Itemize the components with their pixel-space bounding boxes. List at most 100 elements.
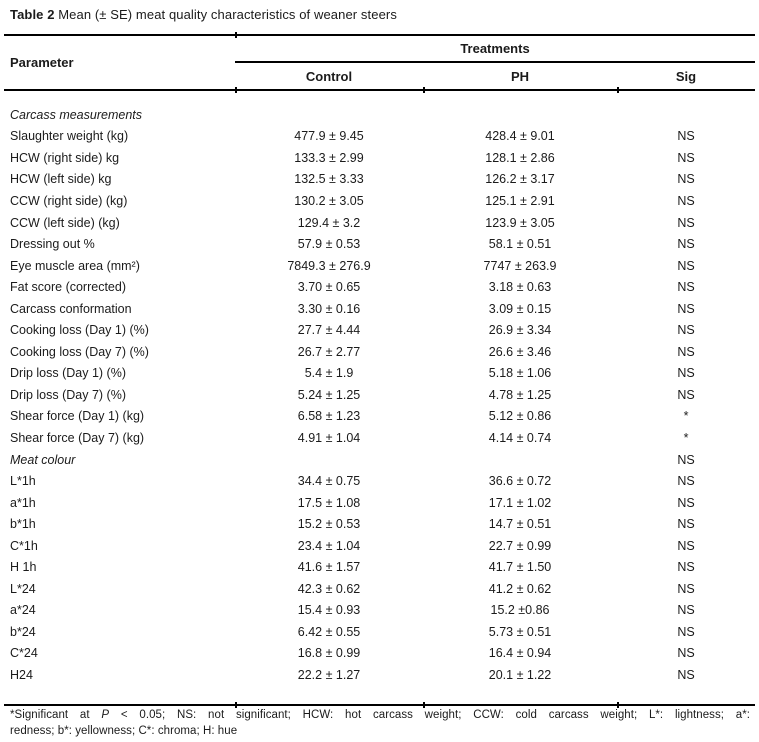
sig-cell: NS (677, 237, 695, 252)
table-caption-text: Mean (± SE) meat quality characteristics… (54, 7, 397, 22)
control-value-cell: 15.4 ± 0.93 (297, 603, 361, 618)
table-row: Carcass measurements (0, 104, 759, 126)
control-value-cell: 130.2 ± 3.05 (294, 193, 364, 208)
ph-value-cell: 15.2 ±0.86 (490, 603, 550, 618)
table-row: Drip loss (Day 1) (%) 5.4 ± 1.9 5.18 ± 1.0… (0, 363, 759, 385)
control-value-cell: 27.7 ± 4.44 (297, 323, 361, 338)
sig-cell: NS (677, 667, 695, 682)
ph-value-cell: 3.18 ± 0.63 (488, 280, 552, 295)
footnote-line-2: redness; b*: yellowness; C*: chroma; H: … (10, 725, 238, 737)
ph-value-cell: 58.1 ± 0.51 (488, 237, 552, 252)
ph-value-cell: 14.7 ± 0.51 (488, 517, 552, 532)
control-value-cell: 4.91 ± 1.04 (297, 430, 361, 445)
sig-cell: NS (677, 474, 695, 489)
control-value-cell: 5.24 ± 1.25 (297, 387, 361, 402)
sig-cell: NS (677, 258, 695, 273)
ph-value-cell: 41.7 ± 1.50 (488, 560, 552, 575)
column-header-sig: Sig (675, 69, 697, 84)
sig-cell: NS (677, 301, 695, 316)
footnote-line-1: *Significant at P < 0.05; NS: not signif… (10, 707, 750, 723)
param-cell: a*24 (10, 603, 36, 618)
rule-top (4, 32, 755, 38)
column-header-control: Control (305, 69, 353, 84)
sig-cell: NS (677, 646, 695, 661)
param-cell: H24 (10, 667, 33, 682)
param-cell: a*1h (10, 495, 36, 510)
sig-cell: NS (677, 538, 695, 553)
ph-value-cell: 128.1 ± 2.86 (485, 150, 555, 165)
table-caption: Table 2 Mean (± SE) meat quality charact… (10, 7, 397, 22)
table-row: H 1h 41.6 ± 1.57 41.7 ± 1.50 NS (0, 556, 759, 578)
control-value-cell: 57.9 ± 0.53 (297, 237, 361, 252)
table-row: HCW (right side) kg 133.3 ± 2.99 128.1 ± 2… (0, 147, 759, 169)
param-cell: b*1h (10, 517, 36, 532)
param-cell: L*1h (10, 474, 36, 489)
column-divider-tick (235, 702, 237, 708)
sig-cell: NS (677, 624, 695, 639)
table-row: Cooking loss (Day 1) (%) 27.7 ± 4.44 26.9 … (0, 319, 759, 341)
sig-cell: * (683, 409, 689, 424)
table-row: Shear force (Day 7) (kg) 4.91 ± 1.04 4.14 … (0, 427, 759, 449)
param-cell: CCW (left side) (kg) (10, 215, 120, 230)
table-footnote: *Significant at P < 0.05; NS: not signif… (10, 707, 750, 739)
table-row: b*1h 15.2 ± 0.53 14.7 ± 0.51 NS (0, 513, 759, 535)
control-value-cell: 7849.3 ± 276.9 (287, 258, 371, 273)
ph-value-cell: 26.9 ± 3.34 (488, 323, 552, 338)
column-header-ph: PH (510, 69, 530, 84)
sig-cell: NS (677, 215, 695, 230)
control-value-cell: 129.4 ± 3.2 (297, 215, 361, 230)
column-divider-tick (617, 702, 619, 708)
control-value-cell: 6.58 ± 1.23 (297, 409, 361, 424)
param-cell: CCW (right side) (kg) (10, 193, 128, 208)
ph-value-cell: 7747 ± 263.9 (483, 258, 557, 273)
table-row: C*24 16.8 ± 0.99 16.4 ± 0.94 NS (0, 643, 759, 665)
ph-value-cell: 5.18 ± 1.06 (488, 366, 552, 381)
column-divider-tick (617, 87, 619, 93)
table-row: L*1h 34.4 ± 0.75 36.6 ± 0.72 NS (0, 470, 759, 492)
control-value-cell: 5.4 ± 1.9 (304, 366, 354, 381)
param-cell: Meat colour (10, 452, 76, 467)
param-cell: Carcass measurements (10, 107, 142, 122)
param-cell: Shear force (Day 7) (kg) (10, 430, 145, 445)
control-value-cell: 6.42 ± 0.55 (297, 624, 361, 639)
sig-cell: NS (677, 495, 695, 510)
sig-cell: NS (677, 129, 695, 144)
table-row: Carcass conformation 3.30 ± 0.16 3.09 ± 0.… (0, 298, 759, 320)
control-value-cell: 41.6 ± 1.57 (297, 560, 361, 575)
table-row: Fat score (corrected) 3.70 ± 0.65 3.18 ± 0… (0, 276, 759, 298)
param-cell: Cooking loss (Day 1) (%) (10, 323, 149, 338)
table-row: CCW (left side) (kg) 129.4 ± 3.2 123.9 ± 3… (0, 212, 759, 234)
column-divider-tick (423, 87, 425, 93)
rule-header-bottom (4, 87, 755, 93)
param-cell: Eye muscle area (mm²) (10, 258, 140, 273)
param-cell: b*24 (10, 624, 36, 639)
table-row: L*24 42.3 ± 0.62 41.2 ± 0.62 NS (0, 578, 759, 600)
table-row: a*1h 17.5 ± 1.08 17.1 ± 1.02 NS (0, 492, 759, 514)
table-row: C*1h 23.4 ± 1.04 22.7 ± 0.99 NS (0, 535, 759, 557)
control-value-cell: 132.5 ± 3.33 (294, 172, 364, 187)
footnote-p-italic: P (101, 709, 110, 721)
sig-cell: NS (677, 172, 695, 187)
ph-value-cell: 36.6 ± 0.72 (488, 474, 552, 489)
param-cell: HCW (right side) kg (10, 150, 120, 165)
sig-cell: NS (677, 366, 695, 381)
rule-bottom (4, 702, 755, 708)
table-row: b*24 6.42 ± 0.55 5.73 ± 0.51 NS (0, 621, 759, 643)
ph-value-cell: 3.09 ± 0.15 (488, 301, 552, 316)
control-value-cell: 42.3 ± 0.62 (297, 581, 361, 596)
table-row: Drip loss (Day 7) (%) 5.24 ± 1.25 4.78 ± 1… (0, 384, 759, 406)
ph-value-cell: 126.2 ± 3.17 (485, 172, 555, 187)
control-value-cell: 3.70 ± 0.65 (297, 280, 361, 295)
sig-cell: NS (677, 387, 695, 402)
footnote-text: < 0.05; NS: not significant; HCW: hot ca… (109, 709, 751, 721)
ph-value-cell: 125.1 ± 2.91 (485, 193, 555, 208)
table-row: CCW (right side) (kg) 130.2 ± 3.05 125.1 ±… (0, 190, 759, 212)
param-cell: C*1h (10, 538, 38, 553)
column-divider-tick (235, 32, 237, 38)
sig-cell: NS (677, 323, 695, 338)
table-body: Carcass measurements Slaughter weight (kg… (0, 104, 759, 686)
column-header-treatments: Treatments (460, 41, 530, 56)
ph-value-cell: 17.1 ± 1.02 (488, 495, 552, 510)
ph-value-cell: 123.9 ± 3.05 (485, 215, 555, 230)
sig-cell: NS (677, 560, 695, 575)
